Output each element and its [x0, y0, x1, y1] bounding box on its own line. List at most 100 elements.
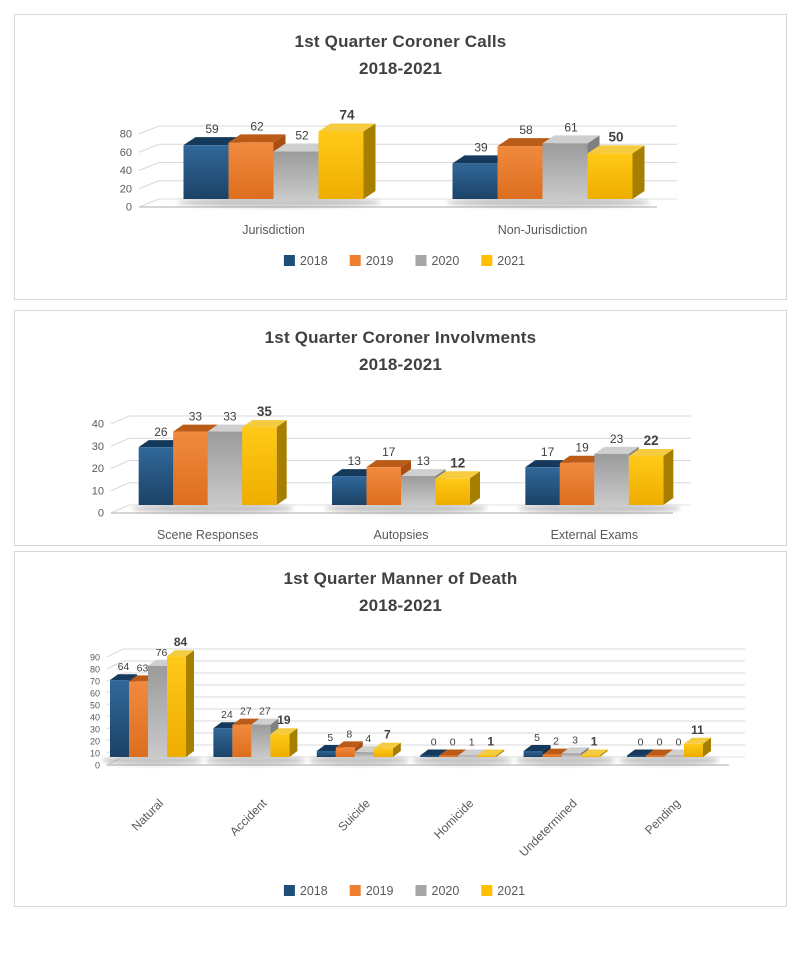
bar-top-face: [335, 741, 363, 748]
bar-front-face: [366, 467, 401, 505]
y-axis-tick-label: 40: [90, 713, 100, 723]
bar-value-label: 1: [591, 735, 598, 749]
bar-front-face: [587, 153, 633, 199]
bar-value-label: 3: [572, 734, 578, 746]
legend-swatch: [481, 885, 493, 896]
bar-value-label: 4: [365, 733, 371, 745]
bar-value-label: 17: [382, 445, 396, 459]
bar-2021: [684, 737, 711, 757]
chart-subtitle: 2018-2021: [358, 596, 443, 615]
category-group-accident: 24 27 27 19: [205, 706, 306, 765]
bar-front-face: [580, 755, 600, 757]
bar-side-face: [703, 737, 711, 757]
bar-value-label: 27: [259, 706, 271, 718]
bar-top-face: [373, 742, 401, 749]
bar-value-label: 13: [348, 454, 362, 468]
bar-2021: [318, 123, 376, 199]
bar-value-label: 5: [534, 732, 540, 744]
bar-top-face: [452, 155, 510, 164]
bar-front-face: [148, 665, 167, 757]
legend-swatch: [283, 885, 295, 896]
bar-value-label: 76: [156, 647, 168, 659]
bar-front-face: [452, 163, 498, 199]
y-axis-tick-label: 20: [90, 737, 100, 747]
bar-value-label: 13: [417, 454, 431, 468]
legend-swatch: [349, 255, 361, 266]
y-axis-tick-label: 50: [90, 701, 100, 711]
bar-side-face: [276, 420, 287, 505]
bar-side-face: [363, 123, 376, 199]
bar-value-label: 0: [676, 737, 682, 749]
y-axis-tick-label: 10: [90, 749, 100, 759]
bar-value-label: 50: [608, 129, 623, 144]
legend-label: 2021: [497, 254, 525, 268]
bar-2021: [477, 749, 505, 757]
chart-title-block: 1st Quarter Coroner Involvments 2018-202…: [15, 311, 786, 378]
legend-label: 2020: [432, 254, 460, 268]
category-group-external-exams: 17 19 23 22: [518, 432, 681, 513]
bar-top-face: [183, 137, 241, 146]
bar-top-face: [270, 728, 298, 735]
bar-value-label: 0: [431, 737, 437, 749]
bar-value-label: 7: [384, 728, 391, 742]
bar-value-label: 58: [519, 123, 533, 137]
category-group-pending: 0 0 0 11: [619, 723, 719, 765]
category-label: Jurisdiction: [242, 223, 305, 237]
bar-value-label: 17: [541, 445, 555, 459]
bar-front-face: [207, 431, 243, 505]
legend-swatch: [349, 885, 361, 896]
bar-top-face: [273, 143, 331, 152]
bar-front-face: [242, 427, 277, 505]
legend-swatch: [481, 255, 493, 266]
y-axis-tick-label: 40: [92, 419, 104, 431]
bar-2021: [435, 471, 480, 505]
bar-value-label: 33: [189, 410, 203, 424]
bar-group-shadow: [177, 198, 382, 207]
category-label: Homicide: [431, 796, 476, 841]
bar-top-face: [167, 650, 194, 657]
bar-value-label: 11: [691, 723, 704, 737]
bar-front-face: [318, 131, 364, 199]
bar-top-face: [110, 674, 137, 681]
grid-wall-diagonal: [138, 162, 160, 171]
chart-subtitle: 2018-2021: [358, 59, 443, 78]
legend-label: 2018: [300, 254, 328, 268]
legend-item-2020: 2020: [415, 884, 459, 898]
bar-front-face: [684, 743, 703, 757]
bar-top-face: [439, 749, 467, 756]
bar-top-face: [646, 749, 673, 756]
bar-value-label: 59: [205, 122, 219, 136]
y-axis-tick-label: 90: [90, 653, 100, 663]
y-axis-tick-label: 80: [120, 129, 132, 141]
bar-value-label: 2: [553, 736, 559, 748]
bar-2021: [167, 650, 194, 757]
bar-2021: [242, 420, 287, 505]
legend-item-2019: 2019: [349, 254, 394, 268]
y-axis-tick-label: 0: [98, 508, 104, 520]
bar-front-face: [420, 755, 440, 757]
bar-front-face: [373, 748, 393, 757]
y-axis-tick-label: 80: [90, 665, 100, 675]
bar-front-face: [316, 751, 336, 757]
bar-value-label: 22: [644, 433, 659, 448]
bar-top-face: [542, 135, 600, 144]
bar-value-label: 27: [240, 706, 252, 718]
legend-label: 2018: [300, 884, 328, 898]
bar-side-face: [470, 471, 480, 505]
category-group-suicide: 5 8 4 7: [308, 728, 409, 765]
bar-top-face: [628, 449, 674, 457]
bar-top-face: [232, 718, 260, 725]
bar-2021: [270, 728, 298, 757]
legend-item-2020: 2020: [415, 254, 460, 268]
bar-front-face: [523, 751, 543, 757]
chart-title-block: 1st Quarter Manner of Death 2018-2021: [15, 552, 786, 619]
bar-value-label: 0: [657, 737, 663, 749]
bar-front-face: [273, 151, 319, 199]
bar-front-face: [594, 453, 629, 505]
bar-top-face: [207, 424, 253, 432]
grid-wall-diagonal: [110, 482, 130, 492]
bar-top-face: [684, 737, 711, 744]
bar-front-face: [183, 145, 229, 199]
category-group-scene-responses: 26 33 33 35: [131, 404, 294, 513]
